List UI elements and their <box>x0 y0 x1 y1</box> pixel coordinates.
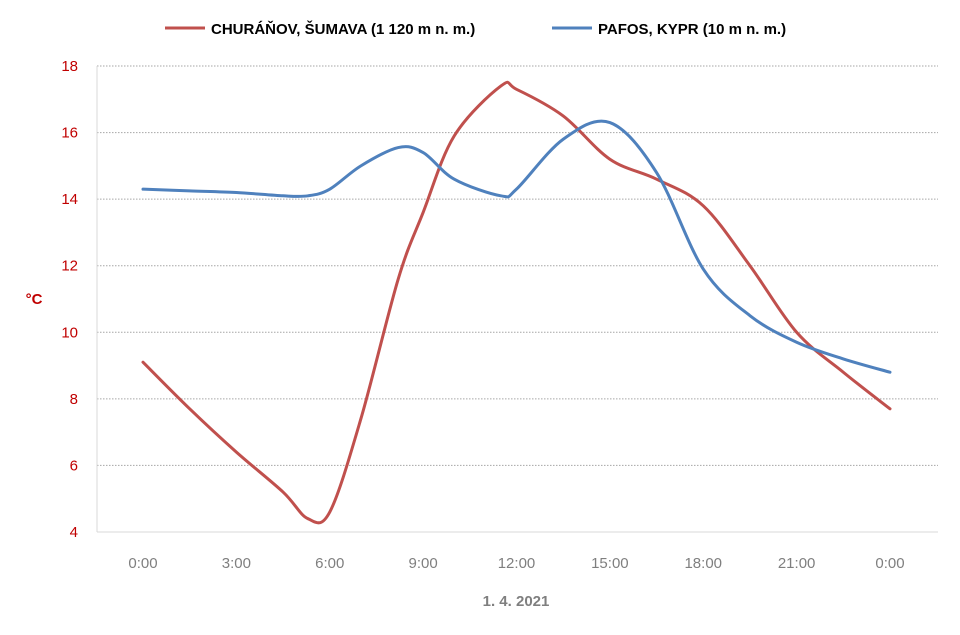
x-axis-label: 1. 4. 2021 <box>483 593 550 610</box>
legend-label-pafos: PAFOS, KYPR (10 m n. m.) <box>598 21 786 38</box>
y-tick-label: 16 <box>61 125 78 142</box>
gridlines <box>97 65 938 466</box>
y-tick-label: 6 <box>70 457 78 474</box>
x-axis-ticks: 0:00 3:00 6:00 9:00 12:00 15:00 18:00 21:00 0:00 <box>128 555 904 572</box>
y-tick-label: 12 <box>61 258 78 275</box>
x-tick-label: 21:00 <box>778 555 816 572</box>
x-tick-label: 9:00 <box>409 555 438 572</box>
legend-label-churanov: CHURÁŇOV, ŠUMAVA (1 120 m n. m.) <box>211 20 475 38</box>
y-axis-ticks: 4 6 8 10 12 14 16 18 <box>61 58 78 541</box>
legend: CHURÁŇOV, ŠUMAVA (1 120 m n. m.) PAFOS, … <box>165 20 786 38</box>
x-tick-label: 3:00 <box>222 555 251 572</box>
series-lines <box>141 80 892 525</box>
x-tick-label: 0:00 <box>128 555 157 572</box>
x-tick-label: 6:00 <box>315 555 344 572</box>
series-line-churanov <box>141 80 892 525</box>
x-tick-label: 0:00 <box>875 555 904 572</box>
y-tick-label: 4 <box>70 524 78 541</box>
axes <box>96 66 938 533</box>
x-tick-label: 15:00 <box>591 555 629 572</box>
y-tick-label: 8 <box>70 391 78 408</box>
y-axis-label: °C <box>26 291 43 308</box>
y-tick-label: 10 <box>61 324 78 341</box>
x-tick-label: 12:00 <box>498 555 536 572</box>
y-tick-label: 14 <box>61 191 78 208</box>
y-tick-label: 18 <box>61 58 78 75</box>
series-line-pafos <box>141 119 892 374</box>
x-tick-label: 18:00 <box>684 555 722 572</box>
